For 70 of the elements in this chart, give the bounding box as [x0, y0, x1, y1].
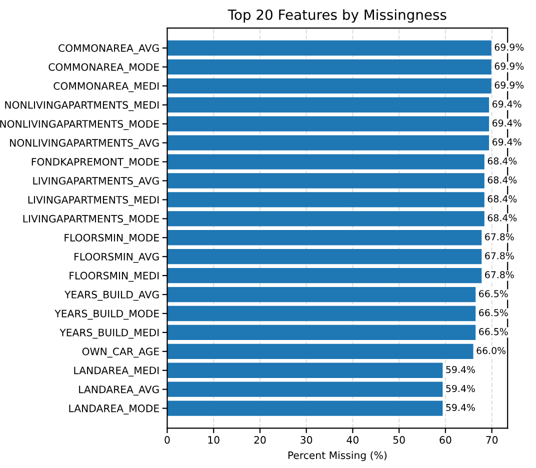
bar [167, 135, 490, 150]
bar [167, 192, 484, 208]
y-tick-label: FONDKAPREMONT_MODE [32, 158, 159, 168]
data-label: 69.4% [492, 138, 522, 146]
y-tick-label: NONLIVINGAPARTMENTS_MODE [0, 120, 159, 130]
y-tick-label: FLOORSMIN_AVG [74, 252, 159, 263]
data-label: 69.9% [494, 62, 524, 70]
bar [167, 173, 484, 188]
data-label: 66.5% [479, 290, 508, 298]
bar [167, 306, 476, 322]
bar [167, 344, 474, 359]
y-tick-label: FLOORSMIN_MODE [64, 234, 159, 244]
y-tick-label: FLOORSMIN_MEDI [70, 272, 159, 282]
bar [167, 78, 492, 94]
y-tick-label: YEARS_BUILD_AVG [64, 290, 159, 301]
bar [167, 268, 482, 284]
bar [167, 400, 443, 416]
bar [167, 59, 492, 75]
x-tick-label: 20 [254, 436, 266, 444]
x-tick-label: 50 [393, 436, 405, 444]
data-label: 66.0% [476, 347, 506, 354]
data-label: 59.4% [446, 404, 475, 412]
bar [167, 230, 482, 246]
y-tick-label: LANDAREA_AVG [79, 386, 159, 396]
data-label: 59.4% [446, 384, 475, 392]
y-tick-label: OWN_CAR_AGE [82, 348, 159, 358]
data-label: 66.5% [479, 309, 508, 316]
data-label: 69.4% [492, 119, 522, 127]
y-tick-label: LANDAREA_MEDI [74, 366, 159, 376]
x-tick-label: 60 [440, 436, 452, 444]
data-label: 69.9% [494, 82, 524, 89]
y-tick-label: NONLIVINGAPARTMENTS_AVG [10, 139, 159, 149]
data-label: 68.4% [488, 214, 517, 222]
x-tick-label: 40 [346, 436, 358, 444]
data-label: 68.4% [488, 176, 517, 184]
bar [167, 211, 484, 226]
bar [167, 324, 476, 340]
y-tick-label: NONLIVINGAPARTMENTS_MEDI [5, 101, 159, 112]
x-axis-title: Percent Missing (%) [288, 451, 387, 462]
bar [167, 97, 490, 112]
bar [167, 286, 476, 302]
x-tick-label: 0 [164, 436, 170, 444]
x-tick-label: 70 [486, 436, 498, 444]
x-tick-label: 10 [208, 436, 220, 444]
data-label: 68.4% [488, 157, 517, 165]
y-tick-label: YEARS_BUILD_MODE [54, 310, 159, 320]
data-label: 68.4% [488, 195, 517, 202]
y-tick-label: YEARS_BUILD_MEDI [60, 328, 159, 339]
data-label: 59.4% [446, 366, 475, 374]
chart-title: Top 20 Features by Missingness [228, 9, 446, 23]
x-tick-label: 30 [300, 436, 312, 444]
y-tick-label: COMMONAREA_MEDI [54, 82, 159, 92]
data-label: 69.4% [492, 100, 522, 108]
y-tick-label: LIVINGAPARTMENTS_MODE [23, 214, 159, 225]
data-label: 67.8% [485, 252, 514, 260]
y-tick-label: LIVINGAPARTMENTS_MEDI [28, 196, 159, 206]
data-label: 67.8% [485, 233, 514, 240]
data-label: 67.8% [485, 271, 514, 278]
bar [167, 382, 443, 397]
bar [167, 116, 490, 132]
bar [167, 40, 492, 56]
y-tick-label: LIVINGAPARTMENTS_AVG [33, 176, 159, 187]
data-label: 66.5% [479, 328, 508, 336]
y-tick-label: COMMONAREA_AVG [58, 44, 159, 54]
bar [167, 362, 443, 378]
bar [167, 154, 484, 170]
y-tick-label: COMMONAREA_MODE [48, 63, 159, 74]
data-label: 69.9% [494, 44, 524, 51]
bar [167, 249, 482, 264]
y-tick-label: LANDAREA_MODE [69, 404, 159, 414]
